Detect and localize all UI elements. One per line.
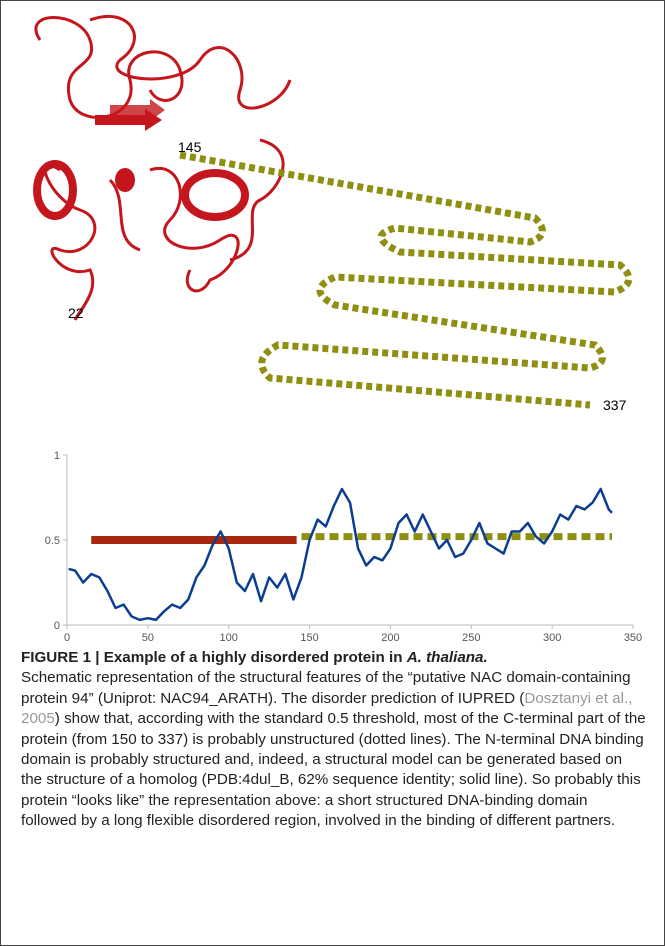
caption: FIGURE 1 | Example of a highly disordere… [21, 648, 646, 832]
protein-helices [33, 99, 249, 221]
citation[interactable]: Dosztanyi et al., 2005 [21, 689, 633, 728]
x-tick-label: 150 [300, 632, 318, 644]
caption-text: ) show that, according with the standard… [21, 710, 646, 830]
caption-species: A. thaliana. [406, 649, 488, 666]
y-tick-label: 1 [54, 450, 60, 462]
x-tick-label: 50 [142, 632, 154, 644]
x-tick-label: 350 [624, 632, 642, 644]
x-tick-label: 100 [220, 632, 238, 644]
residue-label: 337 [603, 397, 627, 413]
x-tick-label: 250 [462, 632, 480, 644]
x-tick-label: 200 [381, 632, 399, 644]
caption-title: FIGURE 1 | Example of a highly disordere… [21, 649, 403, 666]
iupred-line [68, 487, 613, 622]
caption-text: Schematic representation of the structur… [21, 669, 631, 707]
x-tick-label: 0 [64, 632, 70, 644]
y-tick-label: 0.5 [45, 535, 60, 547]
residue-label: 22 [68, 305, 84, 321]
y-tick-label: 0 [54, 620, 60, 632]
residue-label: 145 [178, 139, 202, 155]
x-tick-label: 300 [543, 632, 561, 644]
